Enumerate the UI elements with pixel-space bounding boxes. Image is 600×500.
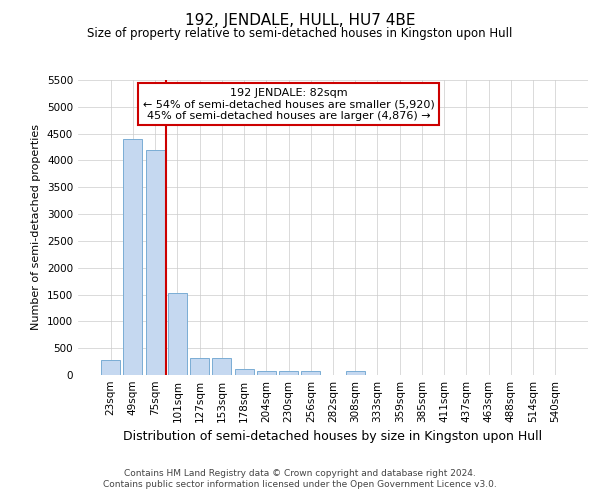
Text: 192 JENDALE: 82sqm
← 54% of semi-detached houses are smaller (5,920)
45% of semi: 192 JENDALE: 82sqm ← 54% of semi-detache… — [143, 88, 434, 120]
Bar — [124, 139, 142, 375]
Bar — [301, 371, 320, 375]
Y-axis label: Number of semi-detached properties: Number of semi-detached properties — [31, 124, 41, 330]
Bar — [257, 370, 276, 375]
Text: Contains HM Land Registry data © Crown copyright and database right 2024.: Contains HM Land Registry data © Crown c… — [124, 468, 476, 477]
Bar — [190, 358, 209, 375]
Bar — [346, 371, 365, 375]
Bar — [279, 370, 298, 375]
Bar — [168, 294, 187, 375]
Bar — [235, 368, 254, 375]
Text: Contains public sector information licensed under the Open Government Licence v3: Contains public sector information licen… — [103, 480, 497, 489]
Bar — [212, 358, 231, 375]
Text: 192, JENDALE, HULL, HU7 4BE: 192, JENDALE, HULL, HU7 4BE — [185, 12, 415, 28]
Text: Size of property relative to semi-detached houses in Kingston upon Hull: Size of property relative to semi-detach… — [88, 28, 512, 40]
Bar — [101, 360, 120, 375]
X-axis label: Distribution of semi-detached houses by size in Kingston upon Hull: Distribution of semi-detached houses by … — [124, 430, 542, 444]
Bar — [146, 150, 164, 375]
